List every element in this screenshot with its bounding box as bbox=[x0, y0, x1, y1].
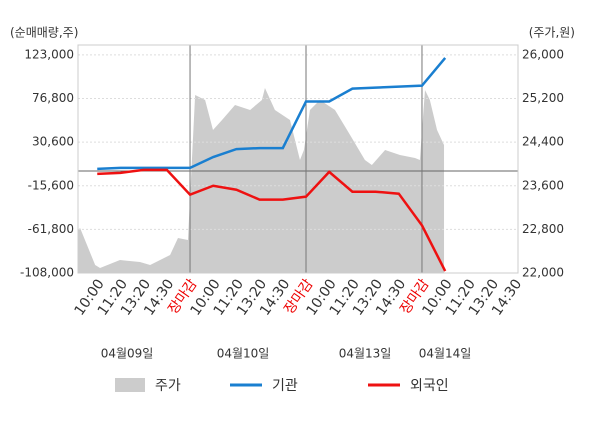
price-area bbox=[78, 87, 445, 273]
y2-tick-label: 22,000 bbox=[522, 266, 564, 280]
plot-frame bbox=[77, 44, 519, 274]
y-tick-label: 30,600 bbox=[32, 135, 74, 149]
y-tick-label: 123,000 bbox=[24, 47, 74, 61]
y2-tick-label: 23,600 bbox=[522, 178, 564, 192]
y-axis-label: (순매매량,주) bbox=[10, 26, 78, 40]
y2-tick-label: 26,000 bbox=[522, 47, 564, 61]
date-label: 04월09일 bbox=[101, 347, 154, 361]
legend-label: 기관 bbox=[272, 378, 298, 394]
date-label: 04월14일 bbox=[419, 347, 472, 361]
legend-label: 외국인 bbox=[410, 378, 449, 394]
plot: 123,000 76,800 30,600 -15,600 -61,800 -108,00… bbox=[20, 45, 564, 319]
y2-tick-label: 25,200 bbox=[522, 91, 564, 105]
series-line bbox=[97, 57, 447, 171]
y-tick-label: -61,800 bbox=[28, 222, 74, 236]
date-label: 04월13일 bbox=[339, 347, 392, 361]
y2-tick-label: 24,400 bbox=[522, 135, 564, 149]
y-tick-label: -108,000 bbox=[20, 266, 74, 280]
series-line bbox=[97, 168, 447, 272]
y-tick-label: 76,800 bbox=[32, 91, 74, 105]
y-tick-label: -15,600 bbox=[28, 178, 74, 192]
y2-axis-label: (주가,원) bbox=[529, 26, 575, 40]
date-label: 04월10일 bbox=[217, 347, 270, 361]
y2-tick-label: 22,800 bbox=[522, 222, 564, 236]
legend-label: 주가 bbox=[155, 378, 181, 394]
legend-swatch bbox=[115, 378, 145, 392]
